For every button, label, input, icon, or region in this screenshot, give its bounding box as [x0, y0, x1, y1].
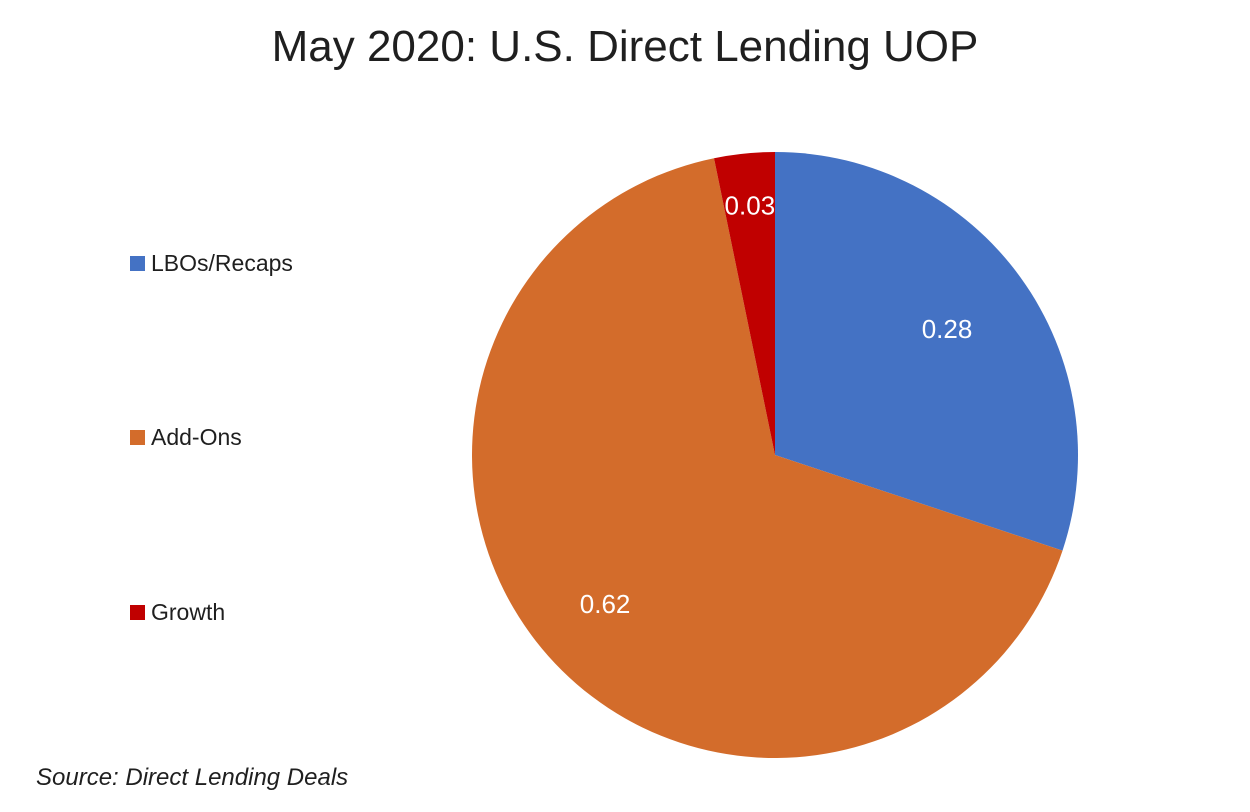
data-label-lbos-recaps: 0.28: [922, 314, 973, 344]
legend-swatch-growth: [130, 604, 145, 620]
pie-slices: [472, 152, 1078, 759]
pie-slice-growth: [714, 152, 775, 455]
data-label-growth: 0.03: [725, 191, 776, 221]
pie-slice-add-ons: [472, 158, 1063, 759]
legend-item-growth: Growth: [130, 597, 225, 627]
pie-slice-lbos-recaps: [775, 152, 1078, 551]
legend-item-add-ons: Add-Ons: [130, 422, 242, 452]
legend-swatch-lbos-recaps: [130, 255, 145, 271]
legend-item-lbos-recaps: LBOs/Recaps: [130, 248, 293, 278]
source-note: Source: Direct Lending Deals: [36, 764, 349, 791]
chart-title: May 2020: U.S. Direct Lending UOP: [271, 22, 979, 71]
pie-data-labels: 0.28 0.62 0.03: [580, 191, 973, 619]
legend-label-lbos-recaps: LBOs/Recaps: [151, 249, 293, 276]
data-label-add-ons: 0.62: [580, 589, 631, 619]
legend-label-growth: Growth: [151, 598, 226, 625]
legend-label-add-ons: Add-Ons: [151, 423, 242, 450]
legend-swatch-add-ons: [130, 429, 145, 445]
